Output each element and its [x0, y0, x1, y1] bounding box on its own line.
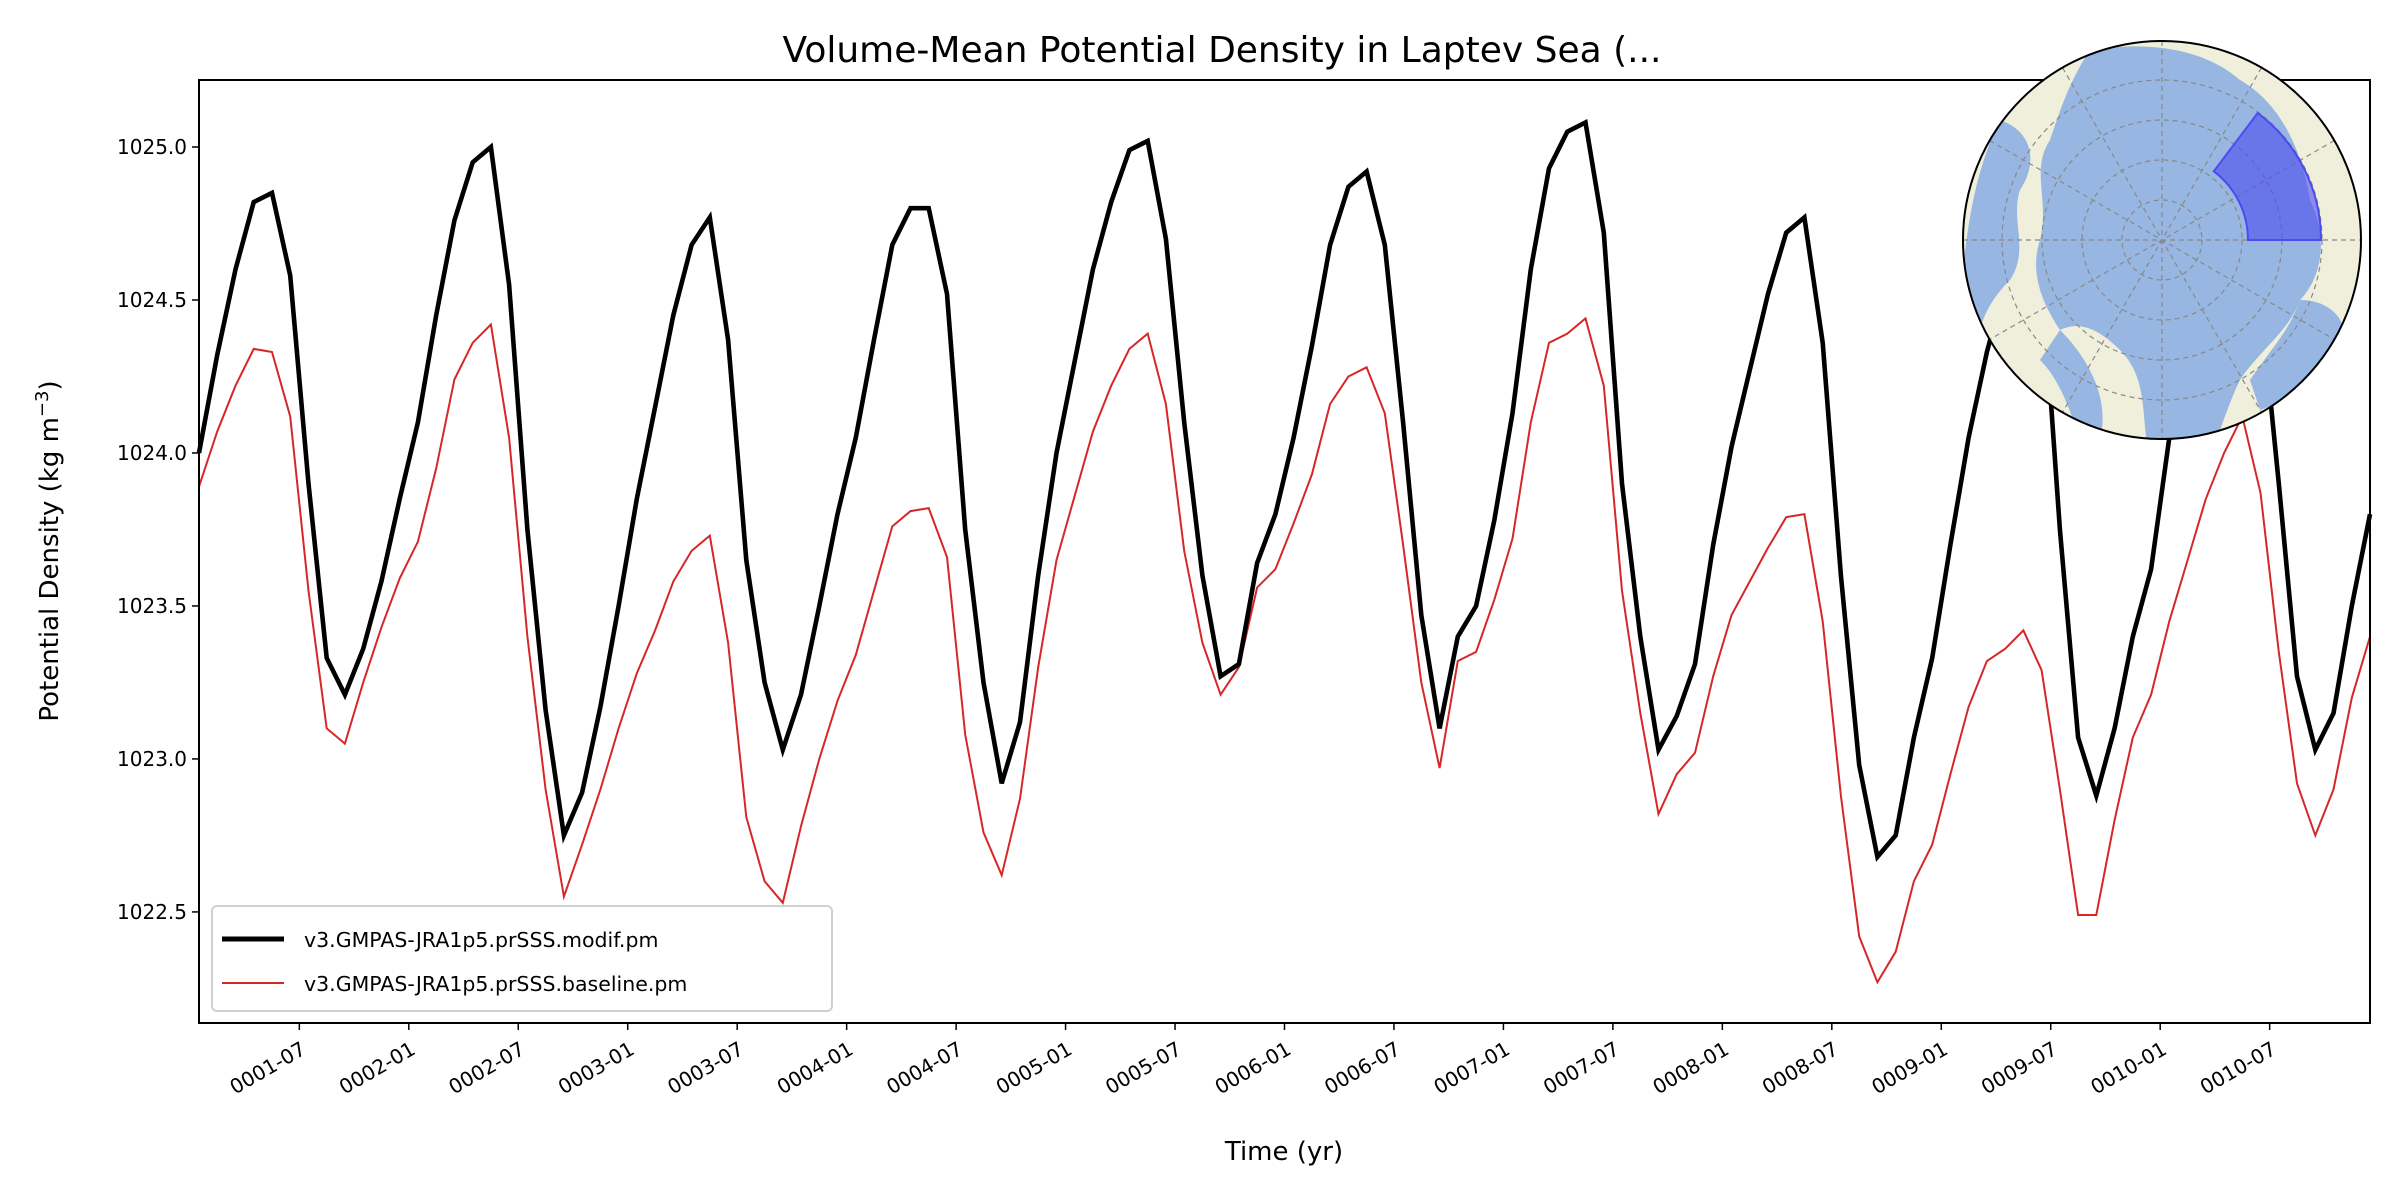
x-tick-label: 0009-01: [1867, 1037, 1951, 1100]
y-tick-label: 1023.5: [117, 594, 187, 618]
x-tick-label: 0004-07: [882, 1037, 966, 1100]
x-tick-label: 0007-01: [1430, 1037, 1514, 1100]
y-tick-label: 1024.5: [117, 288, 187, 312]
x-tick-label: 0008-01: [1648, 1037, 1732, 1100]
x-tick-label: 0002-01: [335, 1037, 419, 1100]
y-axis-label-text: Potential Density (kg m: [35, 417, 65, 722]
x-tick-label: 0009-07: [1977, 1037, 2061, 1100]
y-axis: 1022.5 1023.0 1023.5 1024.0 1024.5 1025.0: [117, 135, 199, 924]
x-axis-label: Time (yr): [1224, 1137, 1343, 1167]
y-axis-label: Potential Density (kg m−3): [32, 380, 65, 721]
x-tick-label: 0004-01: [773, 1037, 857, 1100]
legend-label-modif: v3.GMPAS-JRA1p5.prSSS.modif.pm: [304, 928, 658, 952]
x-tick-label: 0010-07: [2196, 1037, 2280, 1100]
y-axis-label-exponent: −3: [32, 391, 53, 418]
x-tick-label: 0007-07: [1539, 1037, 1623, 1100]
y-tick-label: 1023.0: [117, 747, 187, 771]
x-tick-label: 0005-01: [992, 1037, 1076, 1100]
map-border: [1962, 40, 2362, 440]
y-axis-label-close: ): [35, 380, 65, 390]
x-tick-label: 0003-01: [554, 1037, 638, 1100]
x-tick-label: 0006-01: [1211, 1037, 1295, 1100]
legend-box: [211, 905, 833, 1012]
y-tick-label: 1025.0: [117, 135, 187, 159]
legend: v3.GMPAS-JRA1p5.prSSS.modif.pm v3.GMPAS-…: [211, 905, 833, 1012]
series-line-baseline: [198, 316, 2371, 985]
x-tick-label: 0005-07: [1101, 1037, 1185, 1100]
x-tick-label: 0010-01: [2086, 1037, 2170, 1100]
legend-label-baseline: v3.GMPAS-JRA1p5.prSSS.baseline.pm: [304, 972, 687, 996]
x-tick-label: 0008-07: [1758, 1037, 1842, 1100]
y-tick-label: 1024.0: [117, 441, 187, 465]
x-tick-label: 0001-07: [225, 1037, 309, 1100]
x-tick-label: 0002-07: [444, 1037, 528, 1100]
x-axis: 0001-07 0002-01 0002-07 0003-01 0003-07 0004-…: [225, 1023, 2280, 1099]
laptev-sea-region: [2212, 111, 2323, 241]
inset-arctic-map: [1962, 40, 2362, 440]
x-tick-label: 0003-07: [663, 1037, 747, 1100]
chart-title: Volume-Mean Potential Density in Laptev …: [783, 30, 1662, 71]
y-tick-label: 1022.5: [117, 900, 187, 924]
x-tick-label: 0006-07: [1320, 1037, 1404, 1100]
